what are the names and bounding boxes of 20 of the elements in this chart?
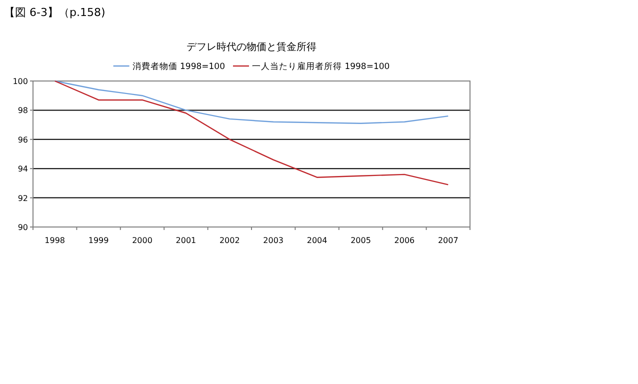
y-tick-label: 90 [18, 223, 28, 232]
chart-title: デフレ時代の物価と賃金所得 [186, 41, 316, 53]
x-tick-label: 2004 [306, 236, 328, 245]
x-tick-label: 2007 [438, 236, 458, 245]
legend-label: 消費者物価 1998=100 [132, 61, 225, 72]
x-tick-label: 2005 [350, 236, 371, 245]
y-tick-label: 98 [18, 106, 28, 116]
x-tick-label: 2003 [263, 236, 284, 245]
x-tick-label: 2001 [176, 236, 196, 245]
legend-label: 一人当たり雇用者所得 1998=100 [252, 61, 390, 72]
annotation: 【図 6-3】（p.158) [4, 6, 106, 19]
x-tick-label: 2000 [132, 236, 152, 245]
y-tick-label: 96 [18, 135, 28, 144]
y-tick-label: 92 [18, 194, 28, 203]
x-tick-label: 2006 [394, 236, 415, 245]
x-tick-label: 2002 [219, 236, 240, 245]
x-tick-label: 1999 [88, 236, 109, 245]
x-tick-label: 1998 [44, 236, 66, 245]
y-tick-label: 94 [18, 164, 28, 174]
y-tick-label: 100 [12, 77, 28, 86]
